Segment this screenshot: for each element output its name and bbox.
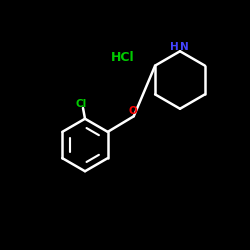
Text: N: N	[180, 42, 189, 52]
Text: Cl: Cl	[76, 99, 87, 109]
Text: H: H	[170, 42, 179, 52]
Text: HCl: HCl	[111, 51, 134, 64]
Text: O: O	[128, 106, 137, 116]
